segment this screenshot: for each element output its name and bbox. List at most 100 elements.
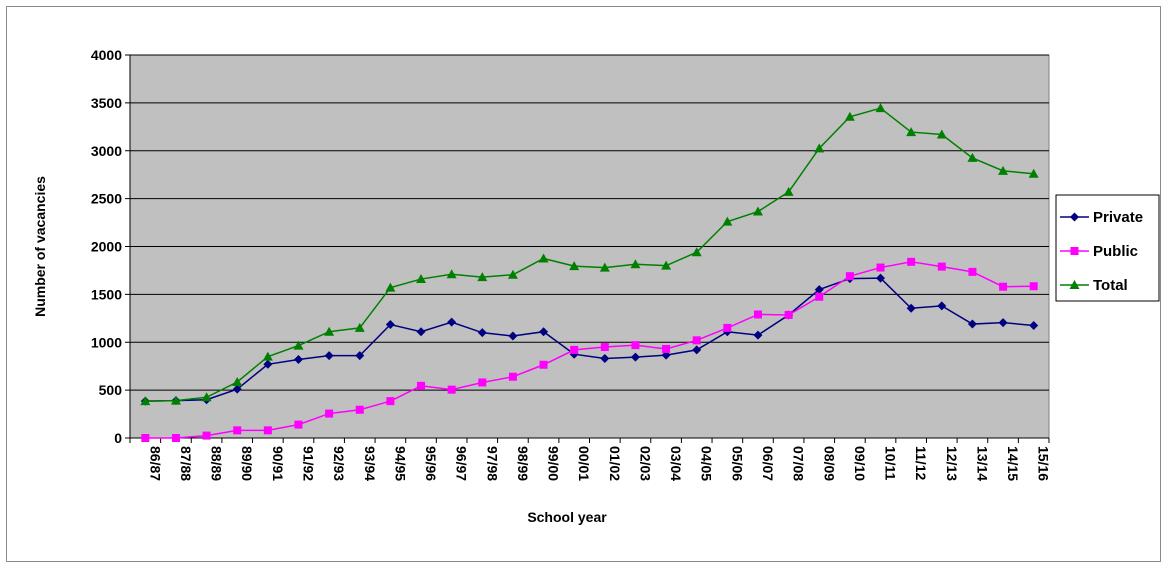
x-tick-label: 87/88 [178,446,194,481]
data-point-private [447,317,457,327]
y-tick-labels: 0 500 1000 1500 2000 2500 3000 3500 4000 [91,47,130,446]
x-tick-label: 03/04 [668,446,684,481]
data-point-public [753,310,762,319]
x-tick-label: 94/95 [392,446,408,481]
data-point-total [722,216,733,226]
data-point-total [630,259,641,269]
data-point-public [508,372,517,381]
data-point-public [600,343,609,352]
data-point-total [569,261,580,271]
data-point-total [906,127,917,137]
data-point-total [875,103,886,113]
y-tick-label: 1500 [91,286,122,302]
y-tick-label: 2500 [91,191,122,207]
gridlines [130,54,1049,391]
data-point-private [263,359,273,369]
data-point-total [477,272,488,282]
x-tick-label: 92/93 [331,446,347,481]
data-point-private [630,352,640,362]
x-tick-label: 91/92 [300,446,316,481]
data-point-private [539,327,549,337]
data-point-public [355,405,364,414]
x-tick-label: 07/08 [791,446,807,481]
data-point-total [140,396,151,406]
x-tick-label: 88/89 [209,446,225,481]
data-point-public [937,262,946,271]
data-point-total [844,111,855,121]
series-line-total [145,107,1034,402]
data-point-public [141,434,150,442]
data-point-public [784,310,793,319]
x-tick-label: 14/15 [1005,446,1021,481]
x-tick-label: 04/05 [699,446,715,481]
data-point-public [570,345,579,354]
x-tick-label: 01/02 [607,446,623,481]
x-tick-label: 11/12 [913,446,929,480]
data-point-private [293,354,303,364]
x-tick-label: 13/14 [974,446,990,481]
y-tick-label: 1000 [91,334,122,350]
data-point-total [446,269,457,279]
data-point-public [202,431,211,440]
data-point-public [539,360,548,369]
x-tick-label: 06/07 [760,446,776,481]
data-point-total [936,129,947,139]
data-point-public [171,434,180,442]
series-lines [140,103,1039,442]
data-point-public [263,426,272,435]
data-point-total [262,351,273,361]
data-point-public [876,263,885,272]
x-tick-label: 12/13 [944,446,960,481]
x-tick-label: 98/99 [515,446,531,481]
data-point-private [416,327,426,337]
legend-label: Total [1093,277,1128,294]
x-tick-label: 09/10 [852,446,868,481]
y-tick-label: 4000 [91,47,122,63]
data-point-total [814,143,825,153]
data-point-total [507,269,518,279]
x-tick-labels: 86/87 87/88 88/89 89/90 90/91 91/92 92/93 93/94… [129,438,1052,481]
x-tick-label: 00/01 [576,446,592,481]
x-tick-label: 02/03 [637,446,653,481]
data-point-total [691,247,702,257]
y-axis-title: Number of vacancies [32,176,48,317]
series-line-public [145,261,1034,439]
data-point-total [232,376,243,386]
data-point-public [815,292,824,301]
data-point-total [661,260,672,270]
legend: Private Public Total [1055,194,1160,302]
x-tick-label: 96/97 [454,446,470,481]
data-point-private [508,331,518,341]
data-point-total [783,186,794,196]
data-point-total [967,152,978,162]
data-point-private [232,384,242,394]
chart-frame: 0 500 1000 1500 2000 2500 3000 3500 4000 86/87 87… [6,6,1161,562]
data-point-total [201,392,212,402]
data-point-public [478,378,487,387]
data-point-public [417,381,426,390]
data-point-private [998,318,1008,328]
data-point-public [845,272,854,281]
x-tick-label: 93/94 [362,446,378,481]
data-point-private [753,330,763,340]
data-point-total [538,253,549,263]
y-tick-label: 2000 [91,239,122,255]
data-point-public [968,267,977,276]
x-tick-label: 86/87 [147,446,163,481]
data-point-public [1029,282,1038,291]
data-point-total [416,274,427,284]
legend-item-total: Total [1060,277,1128,294]
data-point-total [324,326,335,336]
y-tick-label: 3500 [91,95,122,111]
x-tick-label: 99/00 [546,446,562,481]
data-point-public [631,341,640,350]
x-tick-label: 15/16 [1036,446,1052,481]
data-point-private [355,351,365,361]
legend-marker-total [1069,280,1080,289]
y-tick-label: 0 [114,430,122,446]
data-point-private [692,345,702,355]
data-point-public [447,385,456,394]
x-tick-label: 89/90 [239,446,255,481]
line-chart: 0 500 1000 1500 2000 2500 3000 3500 4000 86/87 87… [32,47,1160,525]
x-tick-label: 95/96 [423,446,439,481]
